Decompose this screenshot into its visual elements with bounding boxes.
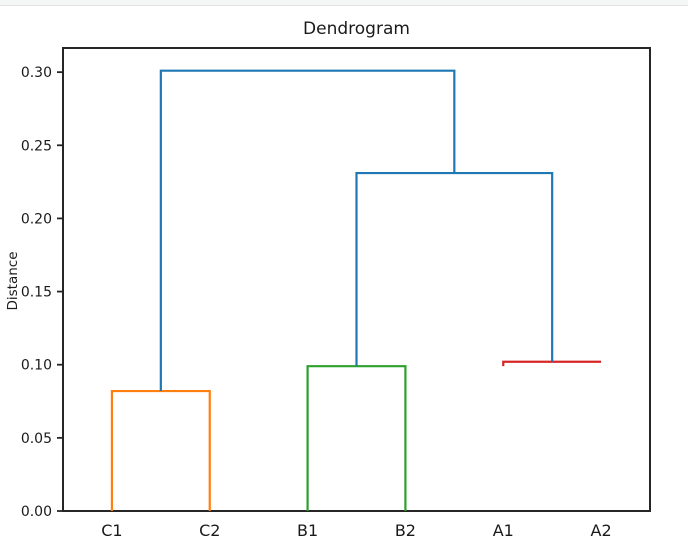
y-tick-label: 0.20 <box>21 211 52 227</box>
y-tick-label: 0.30 <box>21 65 52 81</box>
axes-spines-group <box>62 47 651 512</box>
chart-title: Dendrogram <box>303 19 410 39</box>
x-axis-labels-group: C1 C2 B1 B2 A1 A2 <box>101 521 611 540</box>
y-axis-ticks-group: 0.00 0.05 0.10 0.15 0.20 0.25 0.30 <box>21 65 63 520</box>
dendrogram-link-2 <box>502 360 602 367</box>
dendrogram-link-0 <box>110 389 211 511</box>
x-leaf-label-C1: C1 <box>101 521 122 540</box>
x-leaf-label-C2: C2 <box>199 521 220 540</box>
x-leaf-label-B2: B2 <box>395 521 416 540</box>
window-top-strip <box>0 0 688 6</box>
dendrogram-link-1 <box>306 365 407 511</box>
axes-spines <box>62 47 651 512</box>
x-leaf-label-A2: A2 <box>591 521 612 540</box>
dendrogram-link-4 <box>159 69 456 392</box>
y-tick-label: 0.25 <box>21 138 52 154</box>
y-tick-label: 0.00 <box>21 504 52 520</box>
dendrogram-link-3 <box>355 171 554 367</box>
y-tick-label: 0.05 <box>21 431 52 447</box>
y-tick-label: 0.10 <box>21 358 52 374</box>
x-leaf-label-B1: B1 <box>297 521 318 540</box>
y-tick-label: 0.15 <box>21 285 52 301</box>
dendrogram-links-group <box>110 69 602 511</box>
x-leaf-label-A1: A1 <box>493 521 514 540</box>
